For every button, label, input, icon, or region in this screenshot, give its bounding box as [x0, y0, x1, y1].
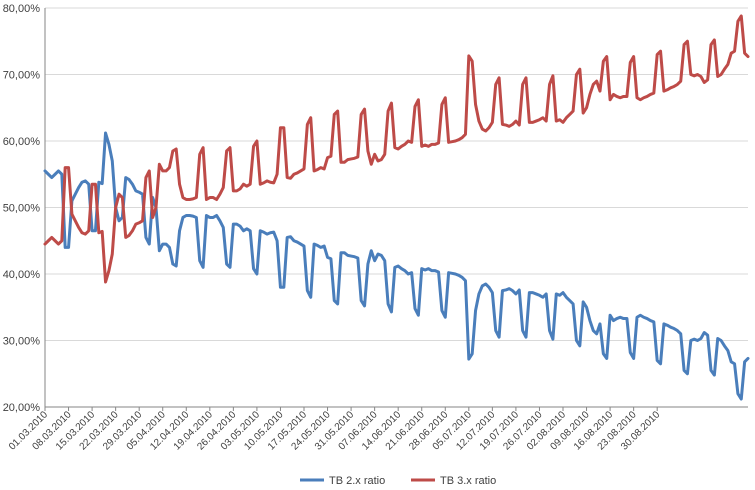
- y-tick-label: 50,00%: [3, 203, 41, 215]
- y-tick-label: 70,00%: [3, 70, 41, 82]
- axes: [44, 8, 748, 408]
- y-tick-label: 20,00%: [3, 402, 41, 414]
- gridlines: [45, 7, 748, 341]
- series-lines: [43, 14, 750, 401]
- legend-label: TB 2.x ratio: [329, 475, 385, 487]
- y-axis-tick-labels: 20,00% 30,00% 40,00% 50,00% 60,00% 70,00% 80,0…: [3, 3, 41, 414]
- series-line-tb2: [43, 131, 750, 401]
- y-tick-label: 40,00%: [3, 269, 41, 281]
- y-tick-label: 30,00%: [3, 336, 41, 348]
- legend: TB 2.x ratio TB 3.x ratio: [300, 475, 496, 487]
- y-tick-label: 80,00%: [3, 3, 41, 15]
- y-tick-label: 60,00%: [3, 136, 41, 148]
- x-axis-tick-labels: 01.03.201008.03.201015.03.201022.03.2010…: [7, 407, 663, 453]
- legend-label: TB 3.x ratio: [440, 475, 496, 487]
- series-line-tb3: [43, 14, 750, 284]
